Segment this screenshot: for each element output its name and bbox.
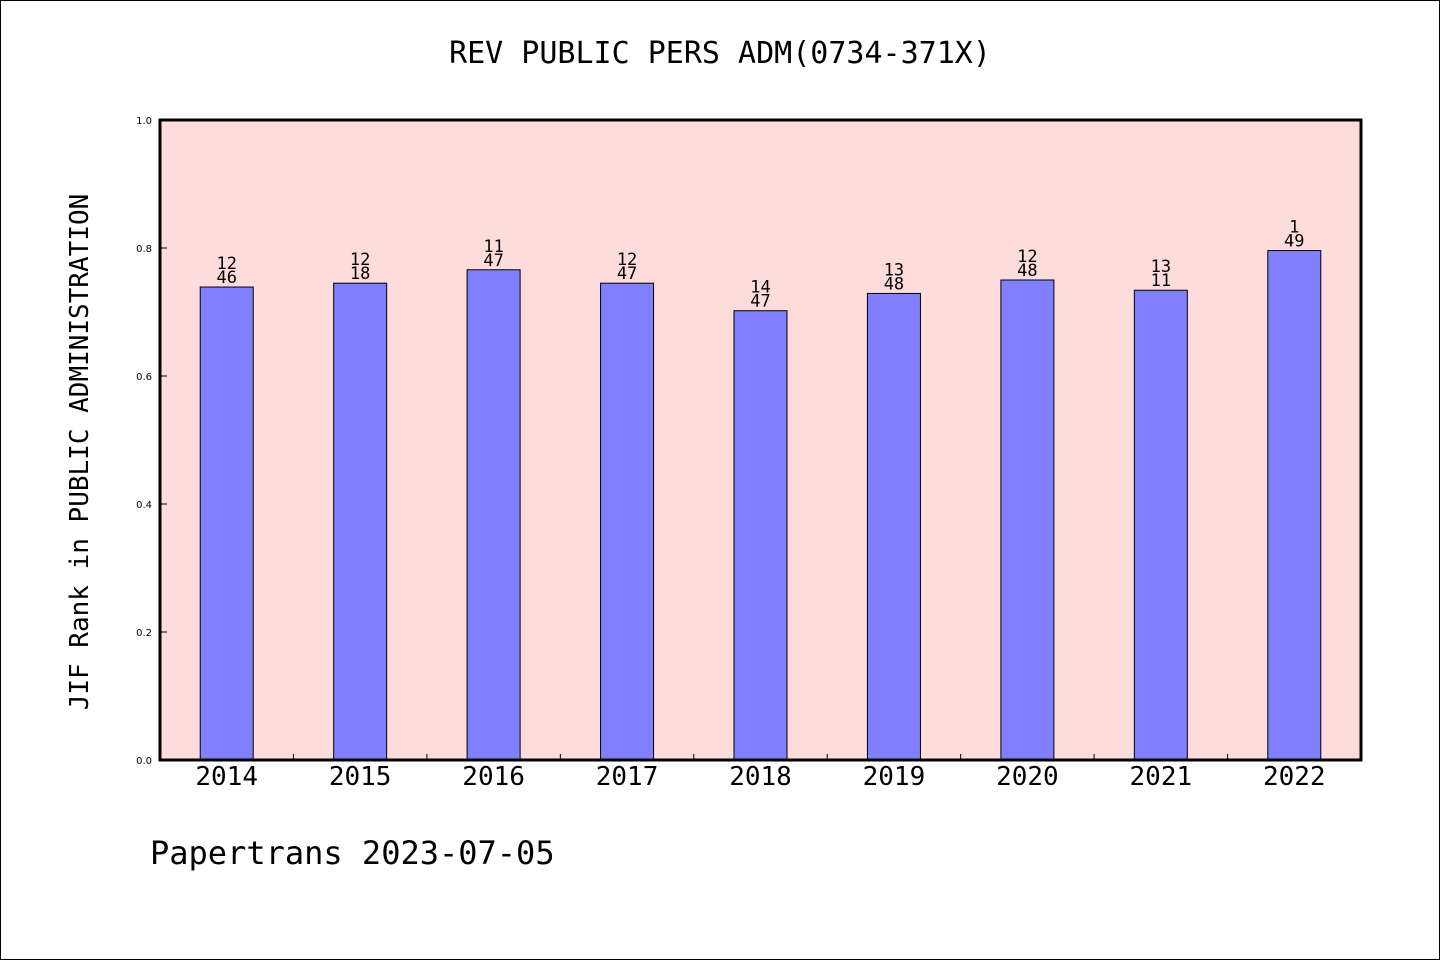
bar-rank-label: 13 (1151, 257, 1171, 277)
plot-border (158, 118, 1363, 762)
x-tick-label: 2018 (729, 762, 792, 792)
bar-2021 (1133, 289, 1188, 761)
x-axis: 2014 2015 2016 2017 2018 2019 2020 2021 2022 (195, 754, 1326, 792)
bar-2022 (1267, 250, 1322, 761)
x-tick-label: 2020 (996, 762, 1059, 792)
x-tick-label: 2016 (462, 762, 525, 792)
bar-2014 (199, 286, 254, 761)
bar-total-label: 11 (1151, 271, 1171, 291)
bar-total-label: 49 (1284, 232, 1304, 252)
bar-2019 (866, 292, 921, 761)
y-tick-label: 0.8 (136, 244, 152, 255)
x-tick-label: 2022 (1263, 762, 1326, 792)
bar-2018 (733, 310, 788, 761)
bar-total-label: 47 (483, 251, 503, 271)
x-tick-label: 2019 (863, 762, 926, 792)
bar-total-label: 48 (884, 274, 904, 294)
bar-total-label: 47 (617, 264, 637, 284)
y-tick-label: 0.6 (136, 372, 152, 383)
bar-total-label: 18 (350, 264, 370, 284)
bar-rank-label: 12 (1017, 247, 1037, 267)
bar-total-label: 47 (750, 292, 770, 312)
x-tick-label: 2021 (1130, 762, 1193, 792)
bar-2015 (333, 282, 388, 761)
bar-2017 (600, 282, 655, 761)
y-tick-label: 0.0 (136, 756, 152, 767)
bar-2016 (466, 269, 521, 761)
bar-2020 (1000, 279, 1055, 761)
bar-rank-label: 12 (216, 254, 236, 274)
y-tick-label: 1.0 (136, 116, 152, 127)
footer-credit: Papertrans 2023-07-05 (150, 834, 555, 872)
x-tick-label: 2014 (195, 762, 258, 792)
bar-rank-label: 1 (1289, 218, 1299, 238)
bar-rank-label: 11 (483, 237, 503, 257)
y-tick-label: 0.2 (136, 628, 152, 639)
bar-rank-label: 12 (350, 250, 370, 270)
bar-total-label: 46 (216, 268, 236, 288)
bar-rank-label: 14 (750, 278, 770, 298)
bar-total-label: 48 (1017, 261, 1037, 281)
bar-rank-label: 13 (884, 260, 904, 280)
x-tick-label: 2017 (596, 762, 659, 792)
x-tick-label: 2015 (329, 762, 392, 792)
y-tick-label: 0.4 (136, 500, 152, 511)
bar-rank-label: 12 (617, 250, 637, 270)
chart-title: REV PUBLIC PERS ADM(0734-371X) (449, 36, 991, 71)
